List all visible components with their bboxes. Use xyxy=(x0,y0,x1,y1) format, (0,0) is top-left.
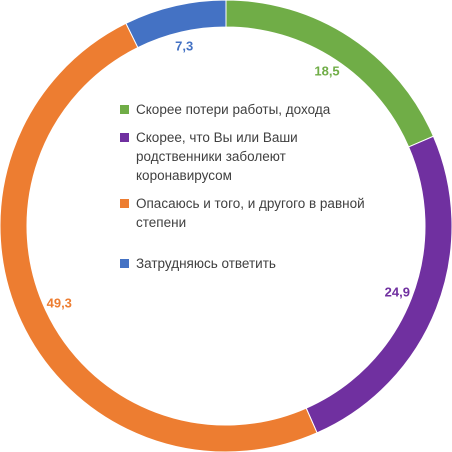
legend-item-undecided: Затрудняюсь ответить xyxy=(120,254,370,273)
legend-swatch-illness xyxy=(120,133,129,142)
legend-label-job-loss: Скорее потери работы, дохода xyxy=(136,102,331,117)
legend-label-illness: Скорее, что Вы или Ваши родственники заб… xyxy=(136,130,298,183)
slice-undecided xyxy=(125,0,227,49)
value-label-undecided: 7,3 xyxy=(175,38,193,53)
legend-label-both: Опасаюсь и того, и другого в равной степ… xyxy=(136,196,365,230)
legend-item-illness: Скорее, что Вы или Ваши родственники заб… xyxy=(120,128,370,185)
legend-swatch-job-loss xyxy=(120,105,129,114)
legend-item-job-loss: Скорее потери работы, дохода xyxy=(120,100,370,119)
value-label-job-loss: 18,5 xyxy=(314,64,339,79)
legend-item-both: Опасаюсь и того, и другого в равной степ… xyxy=(120,194,370,232)
legend: Скорее потери работы, дохода Скорее, что… xyxy=(120,100,370,282)
legend-label-undecided: Затрудняюсь ответить xyxy=(136,256,276,271)
legend-swatch-both xyxy=(120,199,129,208)
value-label-both: 49,3 xyxy=(47,295,72,310)
value-label-illness: 24,9 xyxy=(385,285,410,300)
legend-swatch-undecided xyxy=(120,259,129,268)
